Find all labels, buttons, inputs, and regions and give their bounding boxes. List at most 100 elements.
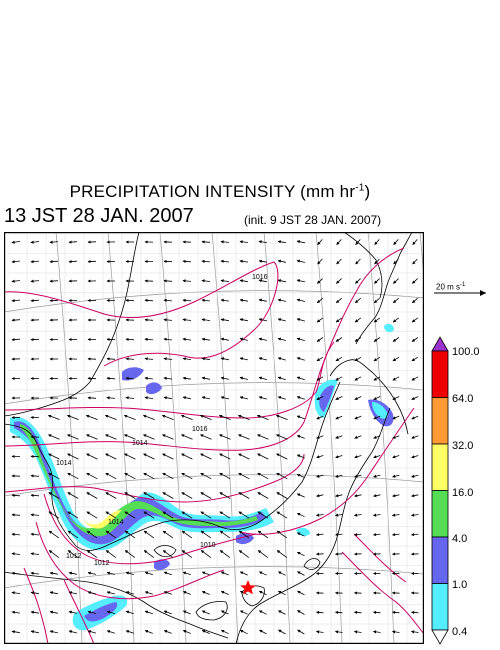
wind-arrow-icon — [296, 240, 305, 244]
wind-arrow-icon — [125, 610, 134, 615]
wind-arrow-icon — [391, 533, 400, 537]
wind-arrow-icon — [296, 551, 305, 557]
wind-arrow-icon — [411, 376, 419, 381]
colorbar-top-triangle — [431, 336, 449, 352]
arrowhead-icon — [480, 290, 486, 296]
wind-arrow-icon — [144, 357, 154, 361]
isobar-label: 1010 — [200, 542, 216, 549]
wind-arrow-icon — [334, 533, 343, 537]
isobars — [4, 247, 424, 644]
wind-arrow-icon — [393, 278, 399, 284]
wind-arrow-icon — [11, 513, 21, 517]
wind-arrow-icon — [256, 414, 269, 420]
wind-arrow-icon — [219, 472, 231, 480]
wind-arrow-icon — [30, 630, 39, 634]
colorbar-label: 4.0 — [452, 533, 468, 545]
wind-arrow-icon — [275, 414, 288, 420]
valid-time: 13 JST 28 JAN. 2007 — [4, 205, 194, 227]
wind-arrow-icon — [411, 435, 419, 439]
wind-arrow-icon — [258, 259, 267, 263]
wind-arrow-icon — [335, 317, 343, 323]
wind-arrow-icon — [68, 260, 78, 264]
wind-arrow-icon — [201, 357, 210, 361]
wind-arrow-icon — [143, 530, 155, 539]
colorbar-label: 16.0 — [452, 487, 474, 499]
wind-arrow-icon — [335, 337, 343, 342]
colorbar — [431, 336, 449, 645]
wind-arrow-icon — [373, 376, 381, 381]
wind-arrow-icon — [125, 337, 135, 341]
wind-arrow-icon — [87, 591, 96, 595]
wind-arrow-icon — [201, 259, 211, 263]
wind-arrow-icon — [11, 338, 21, 342]
wind-arrow-icon — [335, 297, 342, 304]
wind-arrow-icon — [296, 435, 305, 439]
wind-arrow-icon — [163, 630, 172, 634]
wind-arrow-icon — [220, 590, 229, 595]
meridian-line — [315, 232, 343, 644]
wind-arrow-icon — [201, 337, 210, 341]
wind-arrow-icon — [182, 357, 191, 361]
wind-arrow-icon — [48, 434, 60, 440]
wind-arrow-icon — [354, 494, 362, 498]
wind-arrow-icon — [87, 396, 97, 400]
wind-arrow-icon — [163, 279, 173, 283]
wind-arrow-icon — [393, 258, 399, 265]
wind-arrow-icon — [411, 396, 419, 400]
wind-arrow-icon — [392, 494, 400, 498]
wind-arrow-icon — [181, 492, 193, 499]
map-background — [4, 232, 424, 644]
wind-arrow-icon — [277, 357, 286, 361]
wind-arrow-icon — [277, 259, 286, 263]
meridian-line — [107, 232, 135, 644]
wind-arrow-icon — [163, 318, 173, 322]
wind-arrow-icon — [85, 414, 98, 420]
wind-arrow-icon — [239, 318, 248, 322]
precipitation-area — [146, 382, 162, 395]
wind-arrow-icon — [219, 530, 231, 539]
wind-arrow-icon — [238, 492, 250, 499]
wind-arrow-icon — [86, 434, 98, 440]
wind-arrow-icon — [392, 435, 400, 439]
wind-arrow-icon — [238, 434, 250, 440]
wind-arrow-icon — [335, 376, 343, 381]
wind-arrow-icon — [373, 415, 381, 420]
wind-arrow-icon — [123, 414, 136, 420]
wind-arrow-icon — [238, 453, 250, 460]
wind-arrow-icon — [106, 630, 115, 634]
wind-arrow-icon — [315, 513, 324, 517]
isobar-label: 1014 — [56, 460, 72, 467]
wind-arrow-icon — [49, 260, 59, 264]
precipitation-map: 1016 1014 1016 1014 1012 1010 1012 1014 — [4, 232, 424, 644]
wind-arrow-icon — [124, 550, 136, 558]
wind-arrow-icon — [354, 474, 362, 478]
wind-arrow-icon — [277, 279, 286, 283]
wind-arrow-icon — [296, 376, 305, 381]
wind-arrow-icon — [316, 317, 324, 323]
wind-arrow-icon — [276, 472, 288, 480]
colorbar-label: 0.4 — [452, 626, 468, 638]
wind-arrow-icon — [392, 317, 400, 323]
wind-arrow-icon — [48, 492, 60, 499]
wind-arrow-icon — [11, 279, 21, 283]
wind-arrow-icon — [219, 550, 231, 558]
wind-arrow-icon — [277, 376, 286, 381]
wind-arrow-icon — [239, 610, 248, 615]
wind-arrow-icon — [220, 571, 229, 576]
wind-arrow-icon — [392, 455, 400, 459]
colorbar-bottom-triangle — [431, 629, 449, 645]
wind-arrow-icon — [316, 297, 323, 304]
wind-arrow-icon — [239, 357, 248, 361]
wind-arrow-icon — [239, 396, 248, 400]
wind-arrow-icon — [219, 453, 231, 460]
wind-arrow-icon — [30, 591, 39, 595]
wind-arrow-icon — [411, 317, 419, 323]
wind-arrow-icon — [411, 494, 419, 498]
wind-arrow-icon — [374, 278, 380, 284]
wind-arrow-icon — [201, 610, 210, 615]
wind-arrow-icon — [182, 610, 191, 615]
wind-arrow-icon — [201, 279, 211, 283]
colorbar-label: 100.0 — [452, 346, 480, 358]
wind-arrow-icon — [296, 298, 305, 302]
wind-arrow-icon — [144, 630, 153, 634]
